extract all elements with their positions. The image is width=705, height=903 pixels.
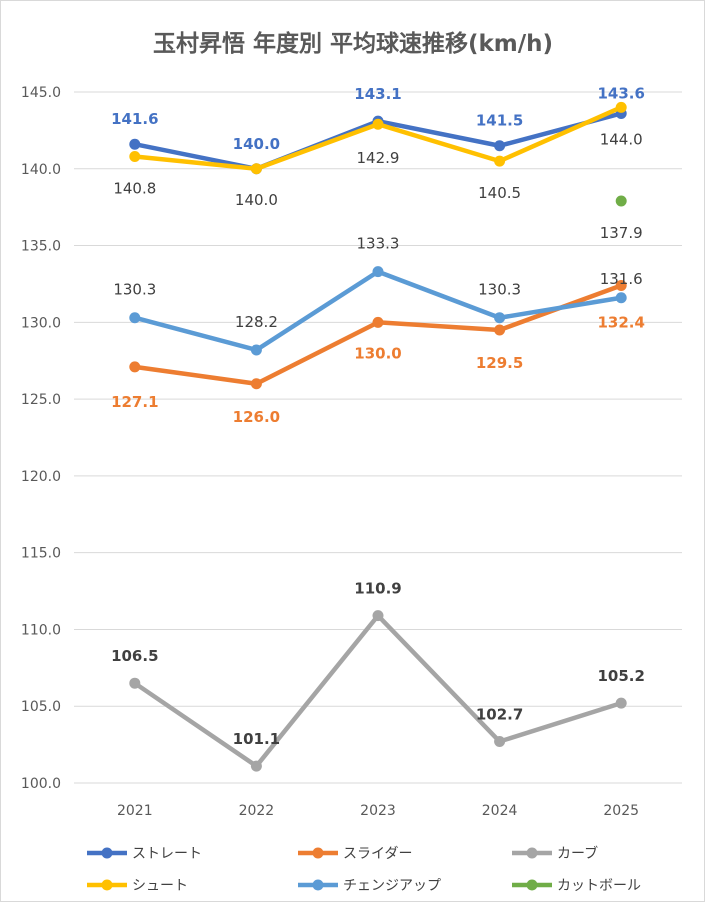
data-point [494,155,506,167]
data-label: 110.9 [354,580,401,598]
y-tick-label: 105.0 [21,699,61,715]
data-label: 137.9 [600,224,643,242]
data-point [250,163,262,175]
x-tick-label: 2025 [603,803,639,819]
data-label: 142.9 [357,149,400,167]
data-label: 130.3 [113,281,156,299]
legend-label: ストレート [132,846,202,862]
y-axis: 100.0 105.0 110.0 115.0 120.0 125.0 130.0 135.0… [21,85,61,792]
legend-item: スライダー [298,846,412,862]
series-line [132,613,624,769]
y-tick-label: 115.0 [21,546,61,562]
legend-marker [526,847,538,859]
data-point [129,312,141,324]
legend-marker [312,879,324,891]
plot-area [129,101,627,772]
legend-marker [526,879,538,891]
data-point [129,150,141,162]
data-label: 131.6 [600,270,643,288]
data-label: 141.5 [476,112,523,130]
data-label: 126.0 [233,408,280,426]
x-tick-label: 2024 [482,803,518,819]
legend-item: ストレート [87,846,202,862]
y-tick-label: 110.0 [21,622,61,638]
data-point [494,324,506,336]
data-point [250,378,262,390]
data-point [615,101,627,113]
data-point [250,344,262,356]
data-label: 133.3 [357,235,400,253]
y-tick-label: 135.0 [21,239,61,255]
legend-label: スライダー [343,846,412,862]
legend-item: チェンジアップ [298,878,441,894]
data-point [372,610,384,622]
data-label: 101.1 [233,730,280,748]
data-label: 144.0 [600,130,643,148]
x-tick-label: 2023 [360,803,396,819]
data-label: 140.8 [113,179,156,197]
y-tick-label: 125.0 [21,392,61,408]
data-label: 128.2 [235,313,278,331]
data-labels: 141.6 140.0 143.1 141.5 143.6 127.1 126.0 130.0… [111,84,645,748]
data-label: 143.1 [354,85,401,103]
data-point [129,361,141,373]
chart-title: 玉村昇悟 年度別 平均球速推移(km/h) [153,30,553,57]
legend-label: カーブ [557,845,598,862]
data-label: 140.0 [233,135,280,153]
x-axis: 2021 2022 2023 2024 2025 [117,803,639,819]
data-label: 140.0 [235,191,278,209]
data-point [494,736,506,748]
data-point [372,316,384,328]
y-tick-label: 145.0 [21,85,61,101]
data-label: 132.4 [597,313,644,331]
legend-item: シュート [87,878,188,894]
y-tick-label: 120.0 [21,469,61,485]
legend-marker [312,847,324,859]
y-tick-label: 100.0 [21,776,61,792]
series-line [132,269,624,353]
grid-lines [74,91,682,784]
legend-label: シュート [132,878,188,894]
data-label: 129.5 [476,354,523,372]
data-label: 141.6 [111,110,158,128]
data-point [615,195,627,207]
data-point [129,138,141,150]
legend-marker [101,847,113,859]
y-tick-label: 130.0 [21,315,61,331]
data-label: 106.5 [111,647,158,665]
legend-item: カーブ [512,845,598,862]
data-label: 102.7 [476,706,523,724]
y-tick-label: 140.0 [21,162,61,178]
data-point [494,312,506,324]
x-tick-label: 2022 [239,803,275,819]
series-line [132,283,624,387]
data-label: 130.0 [354,344,401,362]
x-tick-label: 2021 [117,803,153,819]
legend-label: カットボール [557,878,641,894]
data-point [615,279,627,291]
data-point [615,292,627,304]
data-point [615,697,627,709]
data-label: 130.3 [478,281,521,299]
data-point [372,266,384,278]
data-point [250,760,262,772]
data-point [372,118,384,130]
data-point [129,677,141,689]
legend-label: チェンジアップ [343,878,441,894]
data-label: 140.5 [478,184,521,202]
data-point [494,140,506,152]
data-label: 143.6 [597,84,644,102]
legend-item: カットボール [512,878,641,894]
data-label: 127.1 [111,393,158,411]
data-label: 105.2 [597,667,644,685]
legend-marker [101,879,113,891]
